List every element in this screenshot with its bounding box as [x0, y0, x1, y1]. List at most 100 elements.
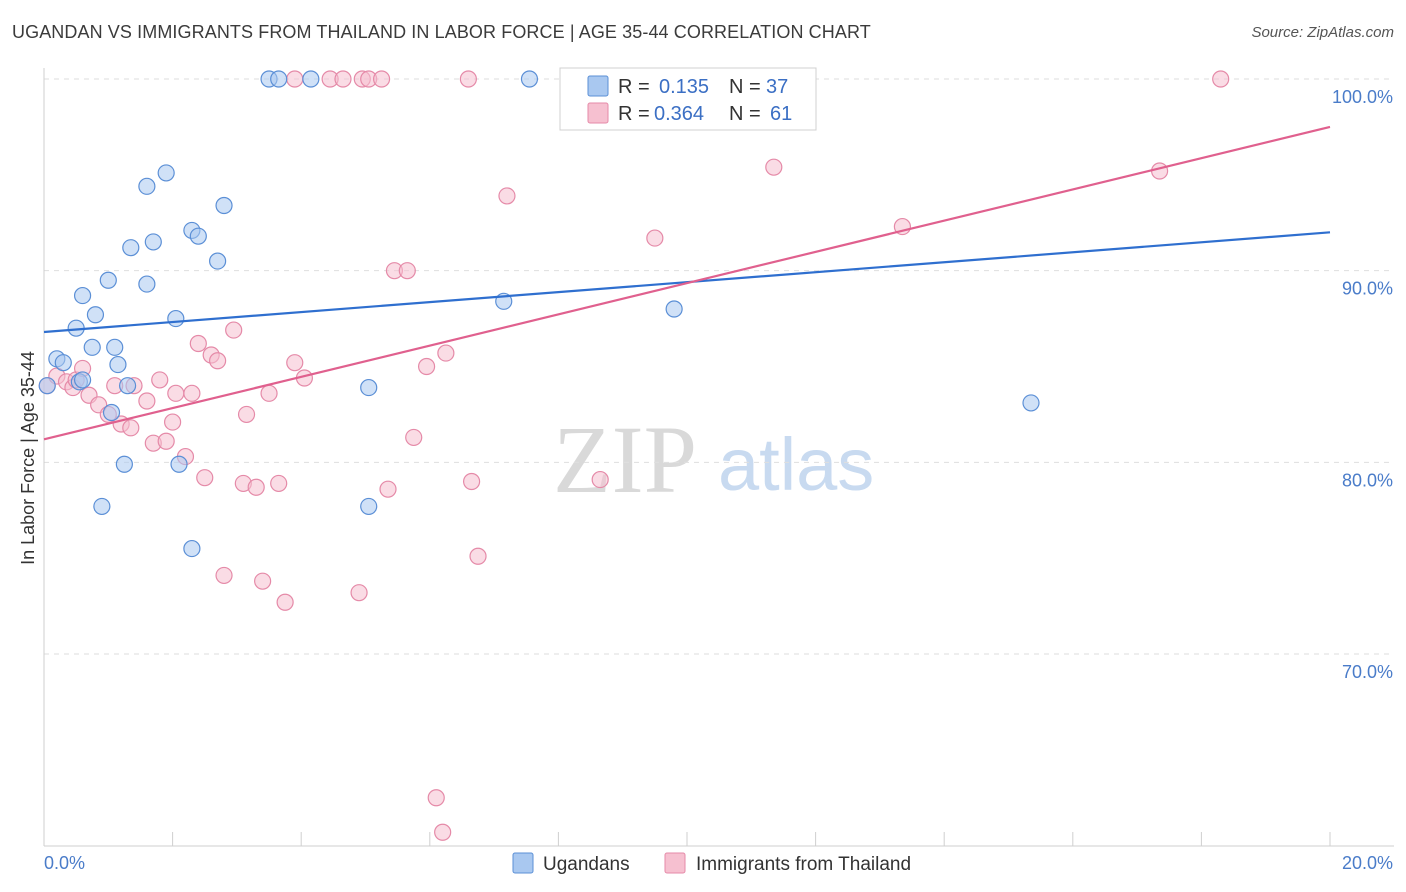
legend-r-label-2: R = — [618, 103, 650, 125]
data-point — [99, 271, 117, 289]
legend-swatch-thailand — [587, 102, 609, 124]
data-point — [209, 252, 227, 270]
data-point — [520, 70, 539, 88]
data-point — [360, 497, 378, 516]
data-point — [109, 355, 127, 374]
data-point — [215, 196, 233, 215]
bottom-legend-swatch-thailand — [664, 852, 686, 874]
data-point — [646, 229, 664, 247]
chart-title: UGANDAN VS IMMIGRANTS FROM THAILAND IN L… — [12, 22, 871, 42]
bottom-legend-label-ugandans: Ugandans — [543, 854, 630, 875]
gridlines — [44, 78, 1394, 655]
x-axis-ticks — [43, 832, 1331, 846]
data-point — [167, 309, 185, 328]
axes — [43, 68, 1394, 847]
data-point — [276, 593, 294, 611]
series-legend: Ugandans Immigrants from Thailand — [512, 852, 911, 875]
data-point — [379, 480, 397, 498]
data-point — [157, 164, 175, 182]
data-point — [138, 392, 156, 410]
data-point — [434, 823, 452, 841]
data-point — [237, 405, 256, 424]
y-tick-label: 90.0% — [1342, 279, 1393, 299]
correlation-legend: R = 0.135 N = 37 R = 0.364 N = 61 — [559, 67, 817, 131]
data-point — [215, 566, 233, 585]
trend-line-thailand — [43, 125, 1331, 441]
data-point — [183, 384, 201, 402]
data-point — [151, 371, 169, 389]
data-point — [254, 572, 272, 590]
data-point — [260, 384, 278, 402]
legend-r-label-1: R = — [618, 76, 650, 98]
data-point — [270, 474, 288, 493]
data-point — [189, 334, 207, 353]
data-point — [334, 70, 352, 88]
legend-r-value-2: 0.364 — [654, 103, 704, 125]
data-point — [54, 354, 72, 372]
data-point — [164, 413, 182, 431]
series-ugandans — [38, 70, 1040, 558]
legend-n-label-1: N = — [729, 76, 761, 98]
data-point — [106, 338, 124, 356]
y-tick-label: 80.0% — [1342, 470, 1393, 490]
data-point — [360, 378, 378, 397]
watermark-zip: ZIP — [553, 406, 697, 513]
data-point — [1022, 394, 1040, 412]
data-point — [102, 403, 121, 422]
data-point — [122, 239, 140, 257]
legend-r-value-1: 0.135 — [659, 76, 709, 98]
data-point — [73, 371, 92, 389]
data-point — [462, 472, 481, 491]
chart-source: Source: ZipAtlas.com — [1251, 24, 1394, 41]
data-point — [38, 377, 56, 395]
data-point — [302, 70, 320, 88]
data-point — [86, 306, 105, 324]
y-axis-tick-labels: 70.0% 80.0% 90.0% 100.0% — [1332, 87, 1393, 682]
data-point — [157, 432, 175, 450]
data-point — [350, 584, 368, 602]
watermark-atlas: atlas — [718, 423, 874, 506]
data-point — [247, 478, 265, 496]
data-point — [83, 338, 101, 356]
data-point — [427, 789, 445, 807]
data-point — [209, 352, 227, 370]
y-axis-label: In Labor Force | Age 35-44 — [18, 351, 38, 565]
data-point — [138, 275, 156, 293]
y-tick-label: 70.0% — [1342, 662, 1393, 682]
data-point — [398, 262, 416, 280]
data-point — [665, 300, 683, 318]
data-point — [417, 357, 436, 376]
bottom-legend-swatch-ugandans — [512, 852, 534, 874]
x-tick-label-max: 20.0% — [1342, 853, 1393, 873]
data-point — [591, 470, 609, 489]
data-point — [1151, 162, 1169, 180]
data-point — [469, 547, 487, 565]
y-tick-label: 100.0% — [1332, 87, 1393, 107]
data-point — [270, 70, 288, 88]
data-point — [498, 187, 516, 205]
data-point — [405, 428, 423, 447]
data-point — [93, 497, 111, 516]
data-point — [286, 70, 304, 88]
data-point — [286, 354, 304, 372]
data-point — [372, 70, 391, 88]
data-point — [170, 455, 188, 473]
data-point — [73, 286, 92, 305]
bottom-legend-label-thailand: Immigrants from Thailand — [696, 854, 911, 875]
data-point — [183, 539, 201, 558]
data-point — [115, 455, 133, 473]
legend-n-value-2: 61 — [770, 103, 792, 125]
data-point — [189, 227, 207, 245]
data-point — [118, 377, 137, 395]
trend-lines — [43, 125, 1331, 441]
data-point — [167, 384, 185, 402]
legend-swatch-ugandans — [587, 75, 609, 97]
data-point — [144, 233, 162, 251]
legend-n-value-1: 37 — [766, 76, 788, 98]
data-point — [122, 419, 140, 437]
data-point — [459, 70, 477, 88]
x-tick-label-min: 0.0% — [44, 853, 85, 873]
data-point — [1212, 70, 1230, 88]
data-point — [437, 344, 455, 362]
